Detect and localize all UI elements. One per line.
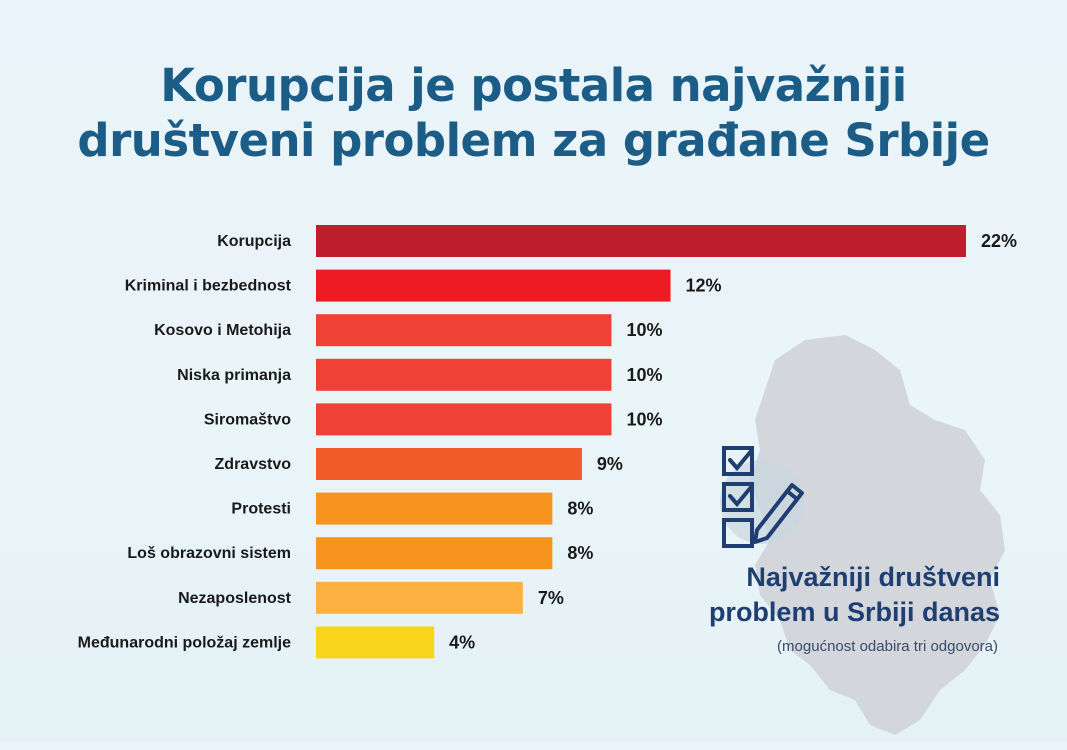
category-label: Korupcija — [217, 233, 291, 250]
category-label: Nezaposlenost — [178, 590, 292, 607]
chart-caption: Najvažniji društveni problem u Srbiji da… — [600, 560, 1000, 630]
checklist-pencil-icon — [720, 446, 804, 548]
title-line-2: društveni problem za građane Srbije — [77, 114, 990, 167]
serbia-map-silhouette — [750, 335, 1005, 735]
value-label: 7% — [538, 588, 564, 608]
caption-line-2: problem u Srbiji danas — [708, 597, 1000, 627]
bar — [316, 626, 435, 659]
value-label: 10% — [626, 365, 662, 385]
bar — [316, 314, 612, 347]
value-label: 10% — [626, 320, 662, 340]
bar — [316, 537, 553, 570]
value-label: 12% — [686, 276, 722, 296]
bar — [316, 492, 553, 525]
category-label: Kriminal i bezbednost — [125, 278, 292, 295]
caption-note: (mogućnost odabira tri odgovora) — [777, 638, 998, 655]
value-label: 8% — [567, 499, 593, 519]
category-label: Međunarodni položaj zemlje — [78, 634, 291, 651]
map-shape — [750, 335, 1005, 735]
title-line-1: Korupcija je postala najvažniji — [160, 59, 907, 112]
category-label: Kosovo i Metohija — [154, 322, 291, 339]
value-label: 4% — [449, 632, 475, 652]
category-label: Protesti — [231, 501, 291, 518]
value-label: 10% — [626, 409, 662, 429]
bar — [316, 581, 523, 614]
category-label: Siromaštvo — [204, 411, 291, 428]
bar — [316, 269, 671, 302]
value-label: 8% — [567, 543, 593, 563]
category-label: Zdravstvo — [215, 456, 292, 473]
bar — [316, 448, 582, 480]
chart-title: Korupcija je postala najvažniji društven… — [0, 58, 1067, 168]
value-label: 9% — [597, 454, 623, 474]
value-label: 22% — [981, 231, 1017, 251]
caption-line-1: Najvažniji društveni — [746, 562, 1000, 592]
category-label: Niska primanja — [177, 367, 291, 384]
category-label: Loš obrazovni sistem — [127, 545, 291, 562]
bar — [316, 225, 966, 257]
bar — [316, 358, 612, 391]
bar — [316, 403, 612, 436]
